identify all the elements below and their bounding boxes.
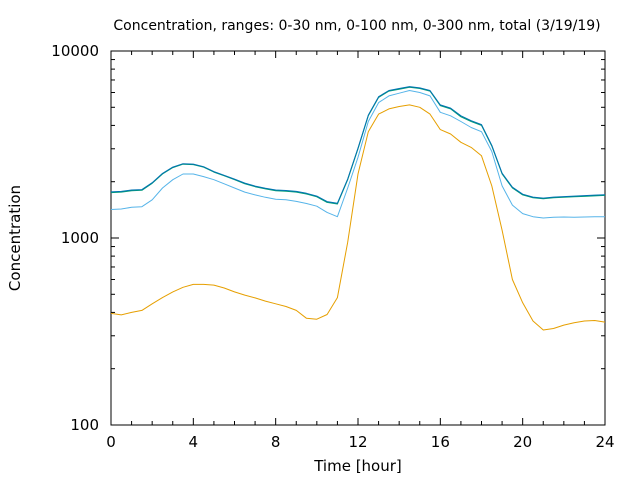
y-tick-label: 10000 [51, 42, 99, 60]
series-line-2 [110, 90, 605, 219]
x-tick-label: 20 [513, 433, 532, 451]
x-tick-label: 16 [431, 433, 450, 451]
y-tick-label: 1000 [61, 229, 99, 247]
x-axis-title: Time [hour] [313, 457, 402, 475]
series-line-4 [110, 86, 606, 204]
x-axis: 0 4 8 12 16 20 24 [106, 51, 615, 451]
x-tick-label: 0 [106, 433, 116, 451]
y-tick-label: 100 [70, 416, 99, 434]
y-axis-title: Concentration [6, 185, 24, 291]
plot-area-frame [110, 50, 606, 426]
chart-title: Concentration, ranges: 0-30 nm, 0-100 nm… [113, 18, 600, 34]
series-line-1 [110, 104, 606, 331]
series-line-3 [110, 86, 606, 205]
x-tick-label: 4 [189, 433, 199, 451]
x-tick-label: 12 [348, 433, 367, 451]
x-tick-label: 24 [595, 433, 614, 451]
y-axis: 100 1000 10000 [51, 42, 605, 434]
series-layer [110, 86, 606, 331]
x-tick-label: 8 [271, 433, 281, 451]
